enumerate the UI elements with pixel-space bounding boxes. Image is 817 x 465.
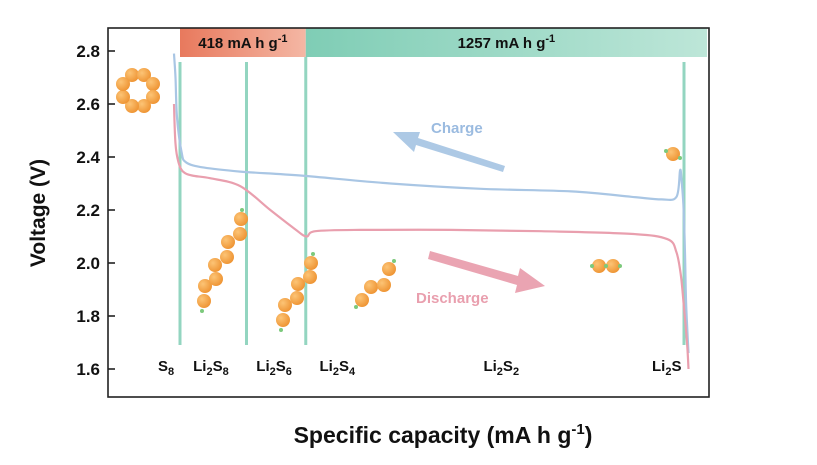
y-tick-label: 2.2	[76, 201, 100, 220]
li2s2-molecule	[590, 259, 622, 273]
phase-label: Li2S4	[319, 358, 355, 378]
discharge-arrow	[428, 251, 545, 293]
charge-arrow	[393, 132, 505, 172]
y-axis-ticks: 1.6 1.8 2.0 2.2 2.4 2.6 2.8	[76, 42, 115, 379]
s8-ring-molecule	[116, 68, 160, 113]
capacity-band-418	[180, 28, 306, 57]
capacity-band-1257	[305, 28, 707, 57]
y-tick-label: 2.6	[76, 95, 100, 114]
phase-label: S8	[158, 358, 174, 378]
y-tick-label: 2.4	[76, 148, 100, 167]
y-tick-label: 1.8	[76, 307, 100, 326]
capacity-band-1257-label: 1257 mA h g-1	[458, 33, 556, 52]
y-tick-label: 1.6	[76, 360, 100, 379]
charge-label: Charge	[431, 120, 483, 137]
charge-curve	[172, 53, 690, 354]
discharge-curve	[172, 103, 690, 370]
li2s8-chain-molecule	[197, 208, 248, 313]
y-tick-label: 2.8	[76, 42, 100, 61]
capacity-bands: 418 mA h g-1 1257 mA h g-1	[180, 28, 707, 57]
phase-label: Li2S8	[193, 358, 229, 378]
phase-labels: S8 Li2S8 Li2S6 Li2S4 Li2S2 Li2S	[158, 358, 681, 378]
li2s4-chain-molecule	[354, 259, 396, 309]
phase-label: Li2S6	[256, 358, 292, 378]
li2s6-chain-molecule	[276, 252, 318, 332]
plot-frame	[107, 27, 710, 398]
y-tick-label: 2.0	[76, 254, 100, 273]
y-axis-title: Voltage (V)	[27, 159, 50, 267]
x-axis-title: Specific capacity (mA h g-1)	[294, 421, 593, 448]
phase-label: Li2S2	[483, 358, 519, 378]
discharge-label: Discharge	[416, 290, 489, 307]
phase-label: Li2S	[652, 358, 681, 378]
li2s-molecule	[664, 147, 682, 161]
capacity-band-418-label: 418 mA h g-1	[198, 33, 287, 52]
